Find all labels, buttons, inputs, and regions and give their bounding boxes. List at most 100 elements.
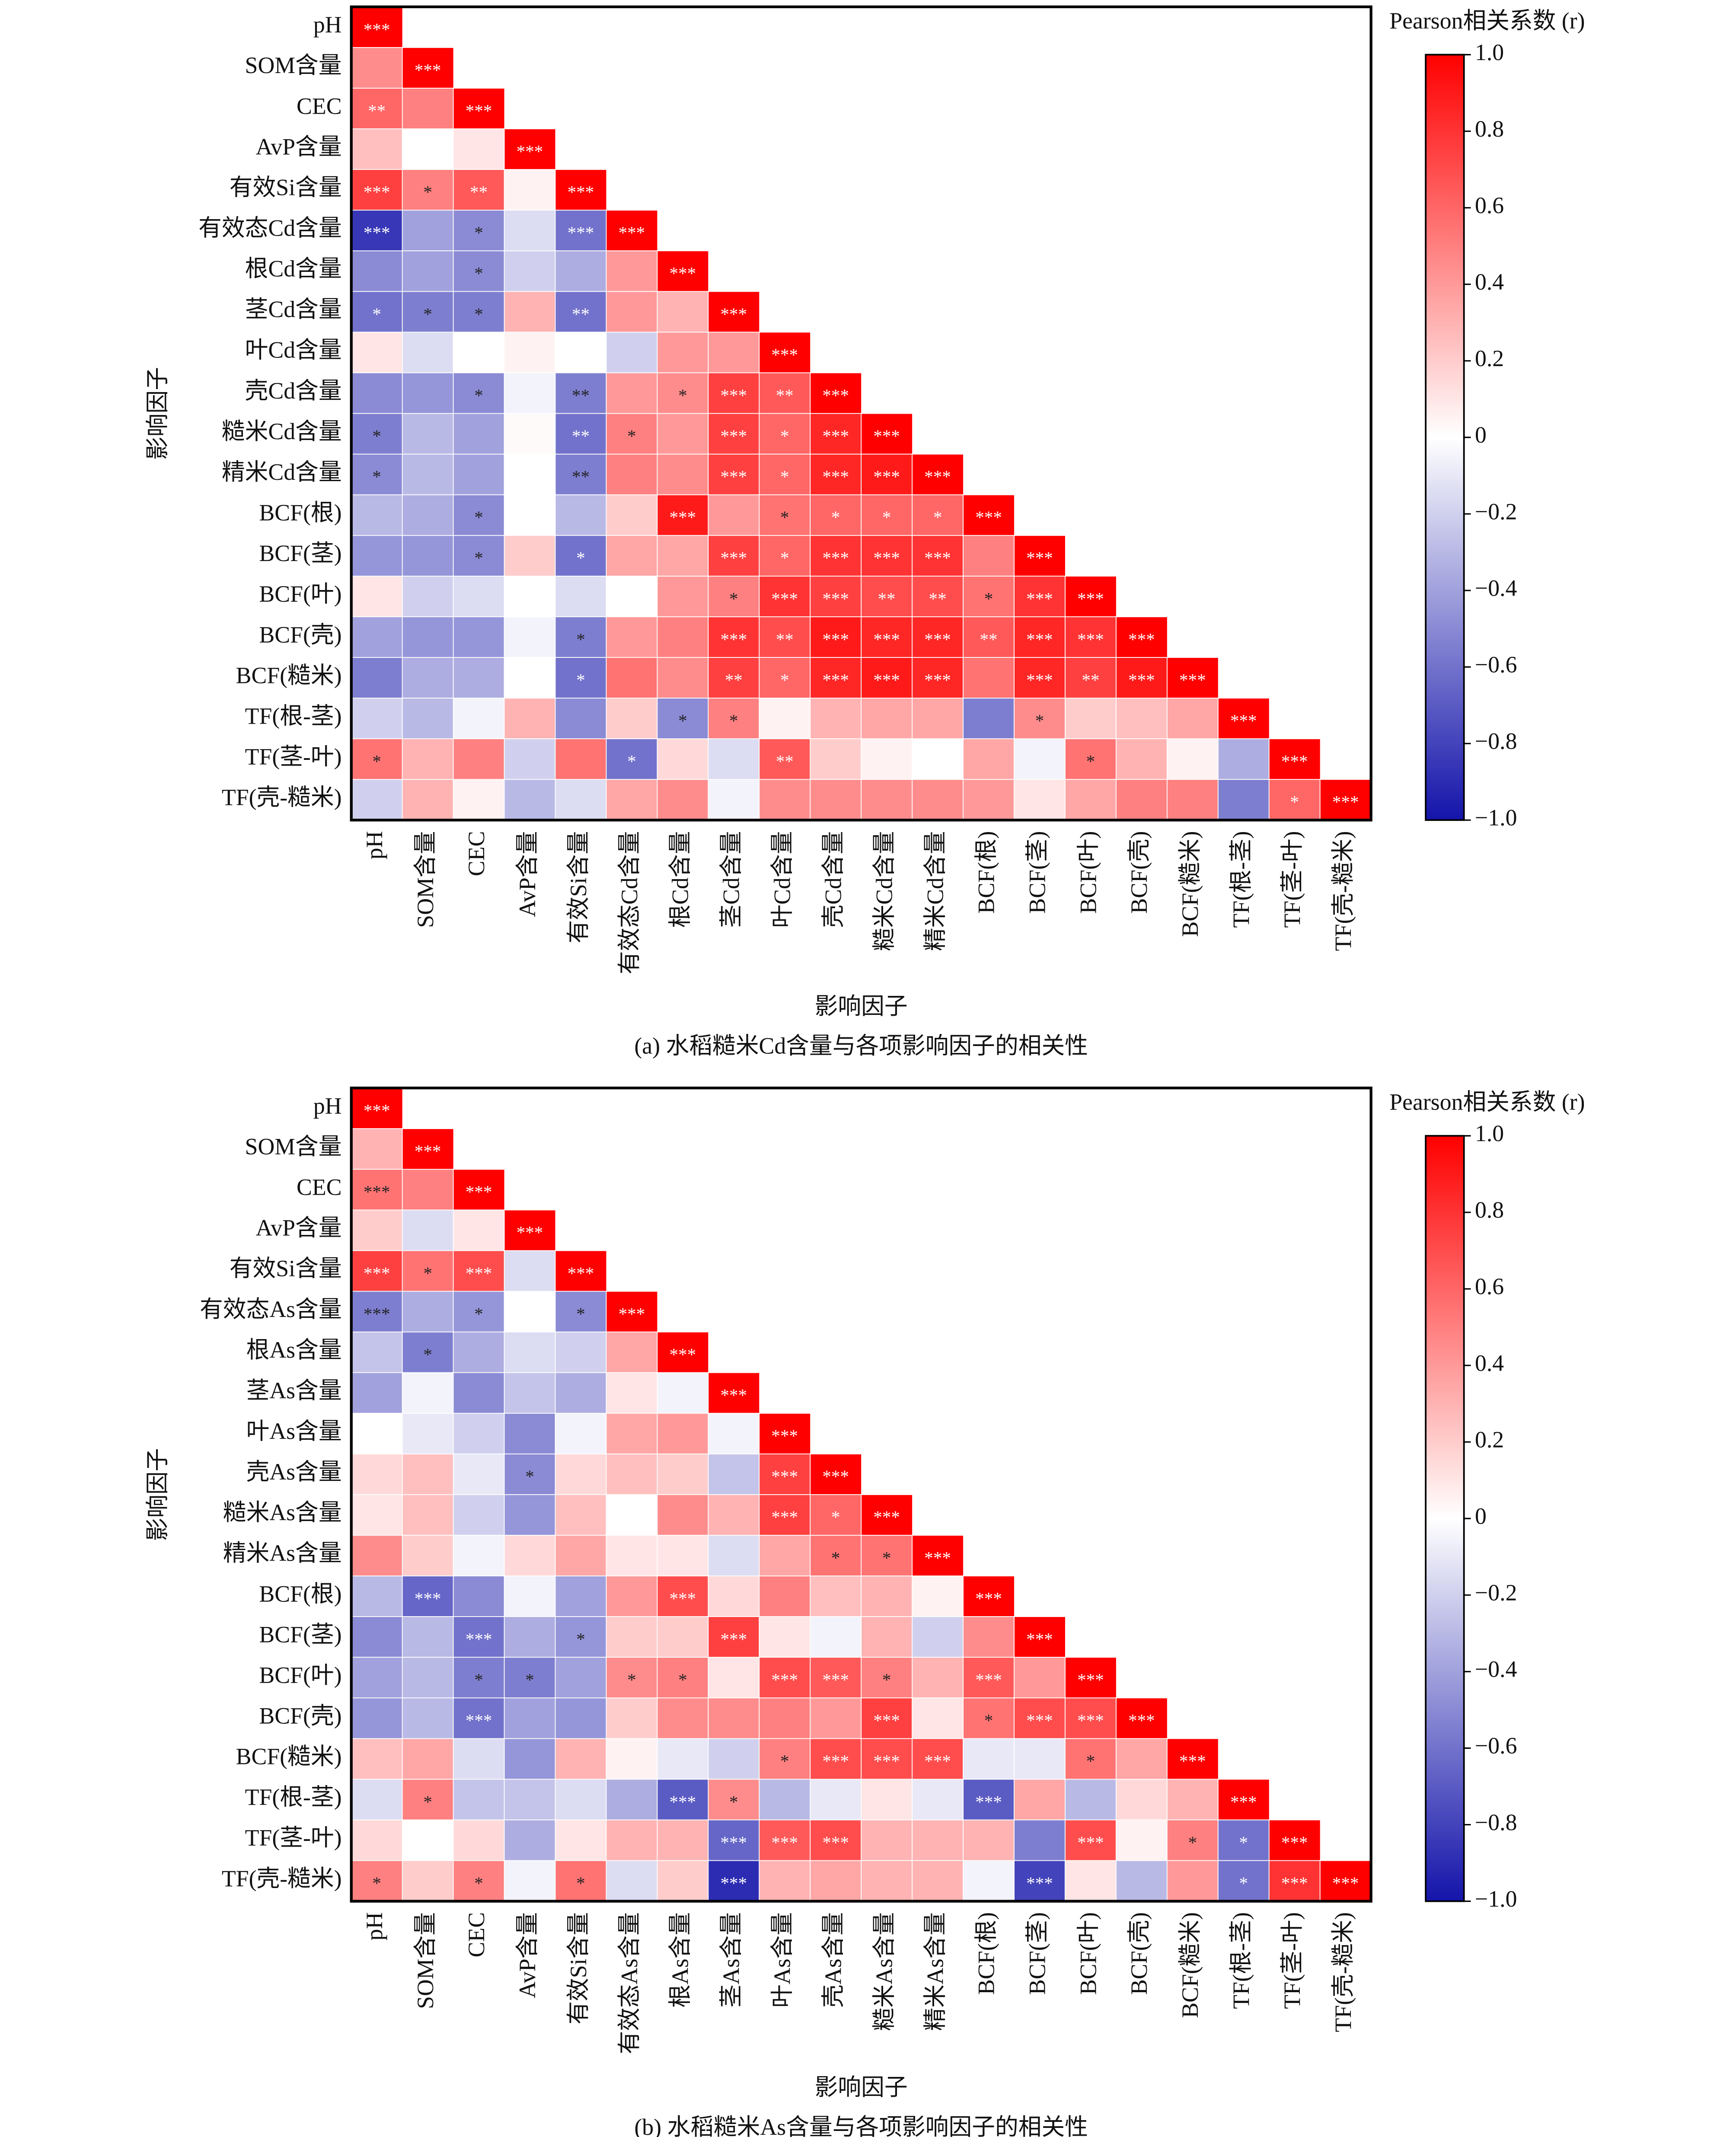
heatmap-cell (912, 1697, 964, 1740)
heatmap-cell (504, 332, 556, 374)
x-tick-label: 根As含量 (667, 1912, 693, 2008)
heatmap-cell (504, 1291, 556, 1333)
heatmap-cell (606, 1372, 658, 1414)
x-tick-label: BCF(壳) (1126, 1912, 1152, 1995)
significance-label: * (780, 467, 789, 487)
significance-label: *** (670, 1344, 696, 1364)
significance-label: *** (364, 19, 390, 39)
heatmap-cell (504, 453, 556, 496)
significance-label: *** (720, 1873, 747, 1893)
colorbar-title: Pearson相关系数 (r) (1389, 8, 1585, 34)
plot-frame (350, 5, 1372, 822)
heatmap-cell (1014, 1779, 1066, 1821)
heatmap-cell (912, 1575, 964, 1617)
significance-label: *** (822, 1832, 849, 1852)
heatmap-cell (402, 250, 454, 293)
heatmap-cell (453, 738, 505, 781)
significance-label: *** (364, 1304, 390, 1324)
significance-label: *** (466, 1710, 492, 1730)
significance-label: * (423, 1792, 432, 1812)
y-tick-label: 有效Si含量 (230, 1256, 342, 1282)
significance-label: * (780, 1751, 789, 1771)
colorbar-tick-label: 0.2 (1475, 345, 1504, 371)
heatmap-cell (1115, 1738, 1168, 1780)
heatmap-cell (810, 1616, 862, 1658)
heatmap-cell (351, 1413, 403, 1455)
significance-label: *** (1077, 589, 1104, 609)
heatmap-cell (504, 1453, 556, 1496)
y-tick-label: 根Cd含量 (245, 256, 342, 282)
significance-label: *** (771, 1426, 798, 1446)
heatmap-cell (810, 575, 862, 618)
heatmap-cell (351, 1088, 403, 1130)
heatmap-cell (402, 1413, 454, 1455)
significance-label: *** (1281, 751, 1308, 771)
heatmap-cell (1115, 698, 1168, 740)
significance-label: ** (470, 182, 488, 202)
colorbar-tick-label: −0.2 (1475, 498, 1517, 524)
significance-label: * (627, 1670, 636, 1690)
heatmap-cell (657, 616, 709, 658)
significance-label: * (678, 1670, 687, 1690)
heatmap-cell (759, 1534, 811, 1577)
heatmap-cell (657, 1860, 709, 1902)
significance-label: * (423, 1263, 432, 1283)
heatmap-cell (606, 657, 658, 699)
significance-label: *** (1026, 629, 1053, 649)
heatmap-cell (759, 332, 811, 374)
heatmap-cell (504, 291, 556, 333)
heatmap-cell (402, 128, 454, 171)
significance-label: *** (873, 548, 900, 568)
significance-label: *** (415, 60, 441, 80)
heatmap-cell (504, 1575, 556, 1617)
heatmap-cell (351, 1738, 403, 1780)
significance-label: *** (720, 1385, 747, 1405)
heatmap-cell (1115, 779, 1168, 821)
x-axis-title: 影响因子 (815, 2074, 908, 2100)
heatmap-cell (453, 1738, 505, 1780)
heatmap-cell (810, 453, 862, 496)
x-tick-label: TF(根-茎) (1228, 831, 1254, 928)
heatmap-cell (759, 779, 811, 821)
heatmap-cell (861, 779, 913, 821)
heatmap-cell (708, 1413, 760, 1455)
significance-label: *** (1026, 1873, 1053, 1893)
significance-label: *** (1077, 1670, 1104, 1690)
y-tick-label: 茎Cd含量 (245, 297, 342, 322)
significance-label: * (1086, 1751, 1095, 1771)
heatmap-cell (351, 1209, 403, 1252)
heatmap-cell (708, 1494, 760, 1536)
x-tick-label: BCF(茎) (1024, 831, 1050, 914)
heatmap-cell (861, 657, 913, 699)
heatmap-cell (1115, 1697, 1168, 1740)
significance-label: ** (776, 629, 794, 649)
y-tick-label: 壳Cd含量 (245, 378, 342, 404)
x-tick-label: 壳As含量 (820, 1912, 846, 2008)
heatmap-cell (453, 1169, 505, 1211)
heatmap-cell (708, 1534, 760, 1577)
x-tick-label: pH (361, 1912, 387, 1941)
heatmap-cell (555, 1534, 607, 1577)
heatmap-cell (351, 1372, 403, 1414)
significance-label: * (729, 711, 738, 730)
y-tick-label: BCF(糙米) (236, 662, 342, 688)
x-tick-label: 精米As含量 (922, 1912, 948, 2031)
significance-label: * (831, 1548, 840, 1568)
colorbar-tick-label: 0.8 (1475, 1197, 1504, 1223)
significance-label: *** (771, 589, 798, 609)
heatmap-cell (555, 1453, 607, 1496)
heatmap-cell (963, 779, 1015, 821)
heatmap-cell (912, 535, 964, 577)
significance-label: * (474, 548, 483, 568)
significance-label: * (780, 548, 789, 568)
heatmap-cell (810, 779, 862, 821)
colorbar-title: Pearson相关系数 (r) (1389, 1089, 1585, 1115)
significance-label: ** (572, 385, 590, 405)
significance-label: *** (466, 1263, 492, 1283)
heatmap-cell (606, 1494, 658, 1536)
y-tick-label: BCF(壳) (259, 1703, 341, 1729)
heatmap-cell (1115, 616, 1168, 658)
y-tick-label: pH (313, 1093, 342, 1119)
heatmap-cell (657, 332, 709, 374)
